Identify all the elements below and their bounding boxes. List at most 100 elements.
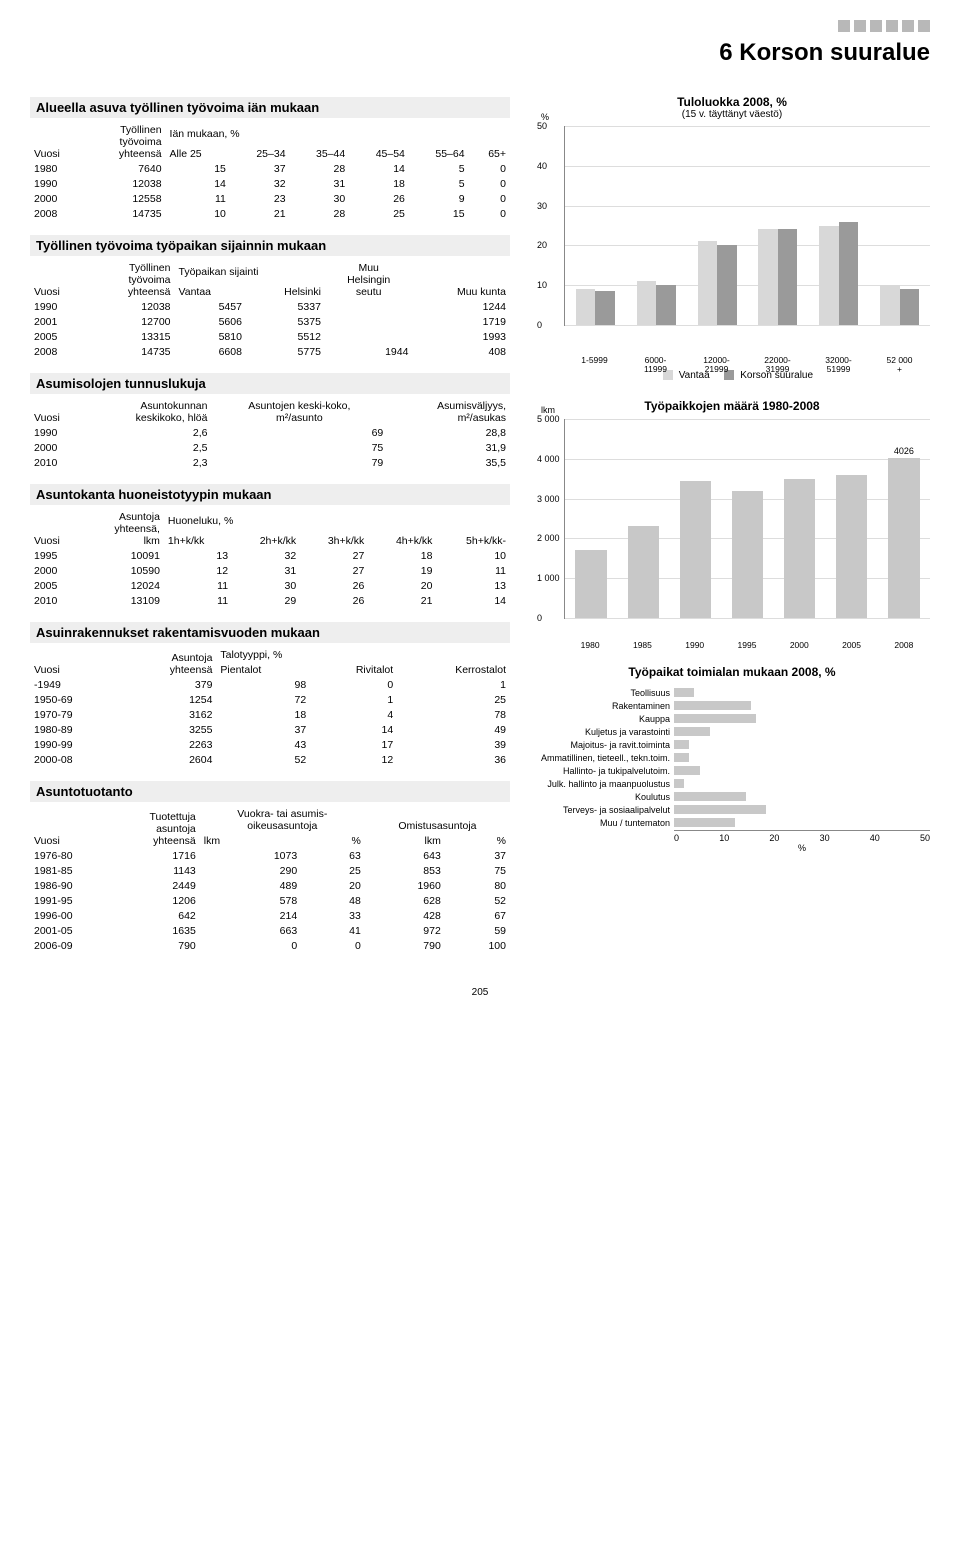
hbar-track [674,791,930,802]
cell: 52 [216,752,310,767]
cell: 15 [409,206,469,221]
cell: 0 [200,938,301,953]
chart3: TeollisuusRakentaminenKauppaKuljetus ja … [534,687,930,828]
cell: 18 [368,548,436,563]
th: Asuntokunnan keskikoko, hlöä [84,398,211,425]
cell: 25 [301,863,365,878]
cell: 31 [232,563,300,578]
cell: 6608 [175,344,246,359]
cell: 643 [365,848,445,863]
cell: 2,5 [84,440,211,455]
cell: 12 [164,563,232,578]
cell: 23 [230,191,290,206]
hbar-label: Kauppa [534,714,674,724]
right-column: Tuloluokka 2008, % (15 v. täyttänyt väes… [534,91,930,967]
cell: 69 [211,425,387,440]
cell: 1944 [325,344,413,359]
cell: 100 [445,938,510,953]
ytick: 10 [537,280,547,290]
cell: 12558 [84,191,165,206]
hbar-row: Koulutus [534,791,930,802]
th: lkm [365,833,445,848]
table-row: 19902,66928,8 [30,425,510,440]
xtick: 1990 [685,639,704,650]
cell: 31 [290,176,350,191]
cell: 14 [166,176,230,191]
cell: 2008 [30,344,88,359]
xtick: 0 [674,833,679,843]
table-row: 2001-0516356634197259 [30,923,510,938]
ytick: 20 [537,240,547,250]
cell: 1719 [412,314,510,329]
th: Talotyyppi, % [216,647,510,662]
cell: 78 [397,707,510,722]
cell: 27 [300,563,368,578]
cell: 1 [310,692,397,707]
cell: 2263 [119,737,216,752]
xtick: 2005 [842,639,861,650]
table-row: 1950-69125472125 [30,692,510,707]
hbar-track [674,700,930,711]
chart2-xaxis: 1980198519901995200020052008 [564,621,930,639]
cell: 12038 [84,176,165,191]
th: lkm [200,833,301,848]
cell: 18 [216,707,310,722]
cell: 49 [397,722,510,737]
table-row: 2000-082604521236 [30,752,510,767]
chart3-xlabel: % [674,843,930,853]
table-row: 20081473510212825150 [30,206,510,221]
cell: 790 [108,938,199,953]
hbar-row: Hallinto- ja tukipalvelutoim. [534,765,930,776]
xtick: 12000- 21999 [703,354,729,375]
tbl1: Vuosi Työllinen työvoima yhteensä Iän mu… [30,122,510,221]
chart1-subtitle: (15 v. täyttänyt väestö) [534,109,930,120]
cell: 0 [301,938,365,953]
hbar-label: Hallinto- ja tukipalvelutoim. [534,766,674,776]
cell: 1635 [108,923,199,938]
xtick: 1980 [581,639,600,650]
ytick: 4 000 [537,454,560,464]
cell: 379 [119,677,216,692]
xtick: 30 [820,833,830,843]
cell: 29 [232,593,300,608]
chart3-title: Työpaikat toimialan mukaan 2008, % [534,665,930,679]
cell: 75 [211,440,387,455]
tbl5-title: Asuinrakennukset rakentamisvuoden mukaan [30,622,510,643]
xtick: 40 [870,833,880,843]
cell: 0 [469,161,510,176]
hbar-track [674,778,930,789]
bar [576,289,595,325]
th: Pientalot [216,662,310,677]
cell: 21 [230,206,290,221]
cell: 26 [300,593,368,608]
th: 25–34 [230,142,290,162]
cell: 36 [397,752,510,767]
th: Työpaikan sijainti [175,260,325,280]
hbar-fill [674,792,746,801]
cell: 972 [365,923,445,938]
bar [680,481,711,618]
table-row: 200112700560653751719 [30,314,510,329]
table-row: 198076401537281450 [30,161,510,176]
cell: 1991-95 [30,893,108,908]
cell: 3162 [119,707,216,722]
xtick: 2008 [894,639,913,650]
cell: 32 [232,548,300,563]
table-row: 1995100911332271810 [30,548,510,563]
cell: 1073 [200,848,301,863]
th: Vuosi [30,806,108,848]
xtick: 50 [920,833,930,843]
cell: 12038 [88,299,175,314]
hbar-track [674,687,930,698]
xtick: 10 [719,833,729,843]
th: Huoneluku, % [164,509,510,529]
tbl5: Vuosi Asuntoja yhteensä Talotyyppi, % Pi… [30,647,510,767]
cell [325,314,413,329]
cell: 853 [365,863,445,878]
chart1: % 01020304050 [564,126,930,326]
th: Muu kunta [412,260,510,299]
xtick: 1-5999 [581,354,607,365]
cell: 408 [412,344,510,359]
cell: 5 [409,176,469,191]
cell: 10 [166,206,230,221]
